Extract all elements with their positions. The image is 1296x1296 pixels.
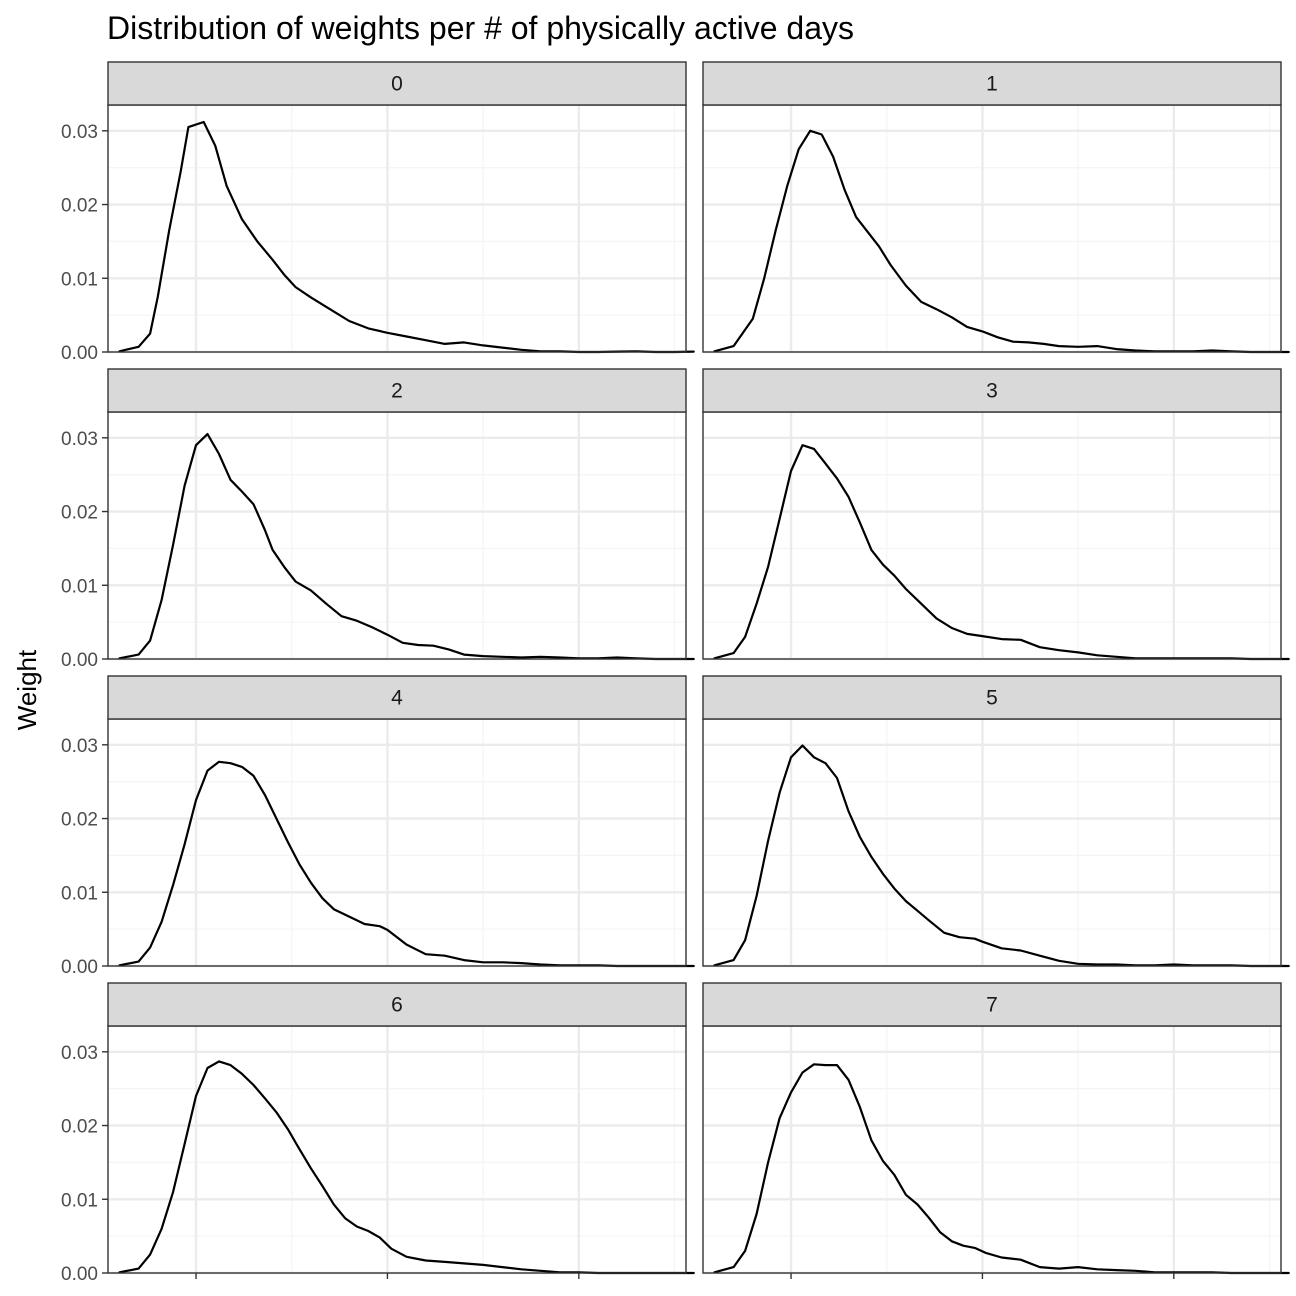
facet-strip-label: 7 <box>986 994 998 1017</box>
y-axis-label: Weight <box>12 649 42 730</box>
facet-strip-label: 5 <box>986 687 998 710</box>
density-line-1 <box>713 129 1290 354</box>
facet-strip <box>107 982 687 1027</box>
density-line-2 <box>118 433 695 661</box>
facet-strip-label: 0 <box>391 73 403 96</box>
facet-panel-4: 4 0.00 0.01 0.02 0.03 <box>61 675 695 978</box>
density-line-5 <box>713 744 1290 968</box>
facet-strip-label: 4 <box>391 687 403 710</box>
panel-background <box>108 719 686 966</box>
facet-panel-5: 5 <box>702 675 1290 968</box>
facet-strip <box>107 368 687 413</box>
facet-strip-label: 1 <box>986 73 998 96</box>
facet-panel-3: 3 <box>702 368 1290 661</box>
panel-background <box>108 1026 686 1273</box>
density-line-3 <box>713 444 1290 661</box>
facet-strip <box>702 61 1282 106</box>
chart-title: Distribution of weights per # of physica… <box>107 10 854 46</box>
facet-strip <box>107 675 687 720</box>
y-tick-label: 0.00 <box>61 343 98 364</box>
facet-strip <box>702 982 1282 1027</box>
facet-panel-1: 1 <box>702 61 1290 354</box>
y-tick-label: 0.02 <box>61 503 98 524</box>
y-tick-label: 0.00 <box>61 957 98 978</box>
y-tick-label: 0.02 <box>61 1117 98 1138</box>
facet-panel-7: 7 <box>702 982 1290 1279</box>
panel-background <box>703 719 1281 966</box>
facet-panels: 0 0.00 0.01 0.02 0.03 1 2 0.00 0.01 0.02 0.03 3 4 0.0… <box>61 61 1290 1285</box>
facet-panel-0: 0 0.00 0.01 0.02 0.03 <box>61 61 695 364</box>
facet-strip-label: 2 <box>391 380 403 403</box>
y-tick-label: 0.02 <box>61 810 98 831</box>
y-tick-label: 0.03 <box>61 736 98 757</box>
facet-panel-2: 2 0.00 0.01 0.02 0.03 <box>61 368 695 671</box>
panel-background <box>703 1026 1281 1273</box>
y-tick-label: 0.03 <box>61 429 98 450</box>
y-tick-label: 0.01 <box>61 883 98 904</box>
facet-strip <box>702 675 1282 720</box>
y-tick-label: 0.01 <box>61 1190 98 1211</box>
y-tick-label: 0.03 <box>61 122 98 143</box>
facet-strip <box>107 61 687 106</box>
y-tick-label: 0.01 <box>61 576 98 597</box>
facet-strip-label: 6 <box>391 994 403 1017</box>
panel-background <box>108 105 686 352</box>
y-tick-label: 0.01 <box>61 269 98 290</box>
facet-strip-label: 3 <box>986 380 998 403</box>
y-tick-label: 0.02 <box>61 196 98 217</box>
y-tick-label: 0.00 <box>61 1264 98 1285</box>
y-tick-label: 0.00 <box>61 650 98 671</box>
panel-background <box>108 412 686 659</box>
facet-strip <box>702 368 1282 413</box>
density-line-4 <box>118 760 695 968</box>
y-tick-label: 0.03 <box>61 1043 98 1064</box>
facet-panel-6: 6 0.00 0.01 0.02 0.03 <box>61 982 695 1285</box>
